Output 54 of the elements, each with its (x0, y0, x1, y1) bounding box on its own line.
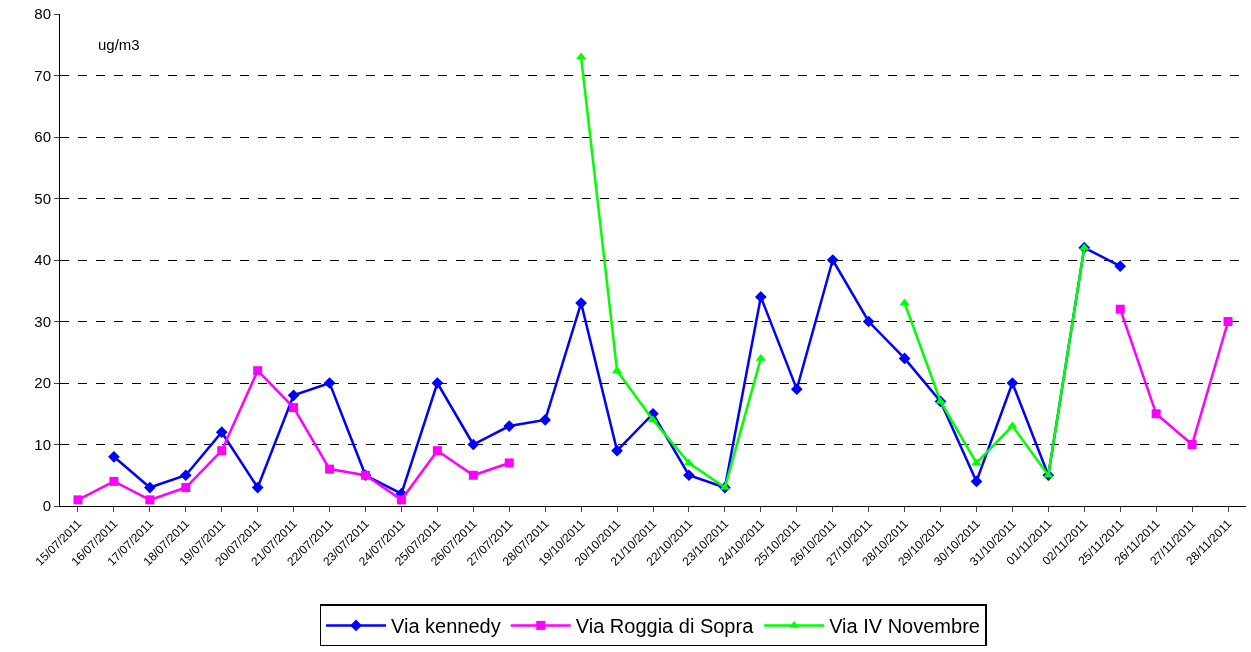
annotation: ug/m3 (98, 36, 140, 53)
point (432, 446, 442, 456)
point (611, 444, 623, 457)
y-tick-label: 80 (34, 5, 51, 23)
point (683, 469, 695, 482)
legend-label: Via Roggia di Sopra (575, 615, 755, 638)
point (108, 450, 120, 463)
point (287, 389, 300, 402)
legend-label: Via kennedy (391, 615, 501, 638)
point (1114, 260, 1127, 272)
point (467, 438, 480, 451)
point (73, 495, 83, 505)
point (1223, 317, 1233, 326)
point (1187, 440, 1197, 449)
point (181, 483, 191, 493)
point (826, 254, 839, 266)
point (1043, 470, 1054, 478)
point (935, 396, 946, 404)
y-tick-label: 50 (34, 189, 51, 207)
point (144, 481, 156, 494)
point (431, 377, 444, 389)
point (503, 420, 516, 432)
y-tick-label: 0 (42, 497, 51, 515)
point (179, 469, 192, 482)
y-tick-label: 10 (34, 435, 51, 453)
point (1006, 377, 1019, 389)
legend-label: Via IV Novembre (829, 615, 980, 638)
point (970, 475, 983, 488)
point (253, 366, 263, 376)
point (396, 495, 406, 505)
point (790, 383, 803, 395)
point (539, 414, 552, 426)
point (215, 426, 228, 439)
point (575, 297, 587, 309)
y-tick-label: 70 (34, 66, 51, 84)
point (504, 458, 514, 468)
point (109, 476, 119, 486)
point (323, 377, 336, 389)
y-tick-label: 30 (34, 312, 51, 330)
point (754, 291, 767, 303)
point (217, 446, 227, 456)
point (468, 470, 478, 480)
y-tick-label: 20 (34, 374, 51, 392)
point (1115, 304, 1125, 314)
point (862, 315, 875, 328)
point (898, 352, 911, 365)
point (251, 481, 264, 494)
point (145, 495, 155, 505)
point (1151, 409, 1161, 419)
point (325, 464, 335, 474)
y-tick-label: 40 (34, 251, 51, 269)
point (971, 458, 982, 466)
y-tick-label: 60 (34, 128, 51, 146)
point (289, 403, 299, 413)
